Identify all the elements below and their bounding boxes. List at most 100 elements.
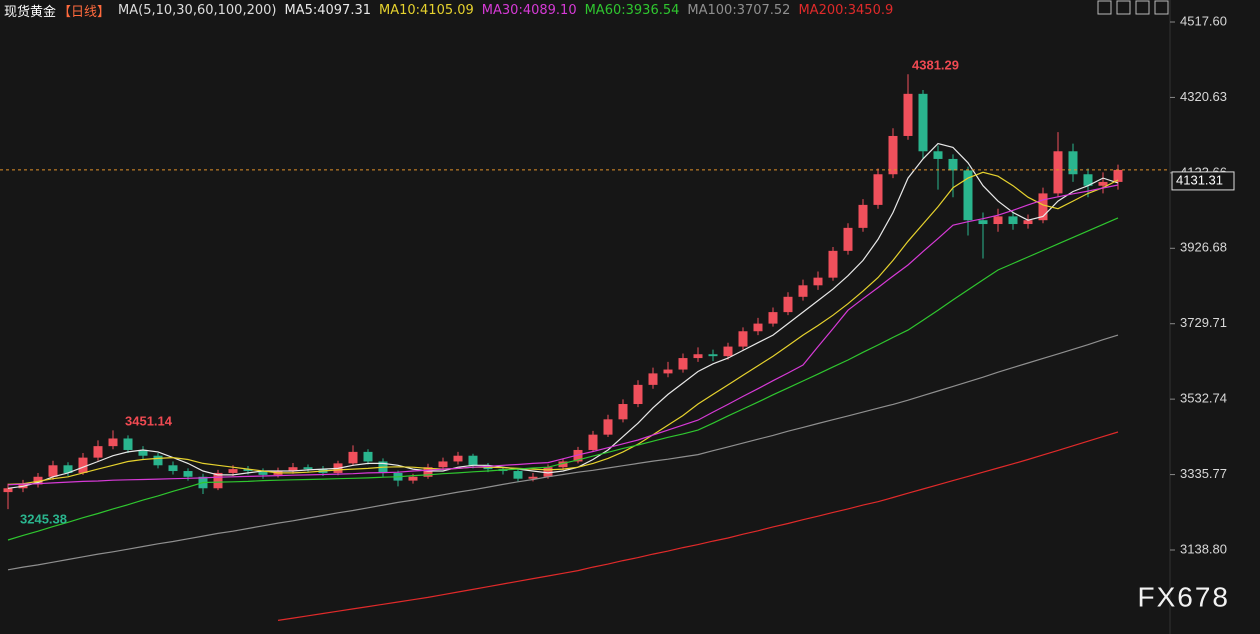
legend-entry: MA10:4105.09	[379, 2, 474, 18]
candle-body	[3, 488, 13, 493]
y-tick-label: 4320.63	[1180, 89, 1227, 104]
legend-entry: MA60:3936.54	[584, 2, 680, 18]
annotation: 3245.38	[20, 511, 67, 526]
candle-body	[1053, 151, 1063, 194]
candle-body	[1008, 216, 1018, 225]
candle-body	[138, 449, 148, 456]
candle-body	[993, 216, 1003, 225]
candle-body	[1068, 151, 1078, 175]
candle-body	[78, 457, 88, 473]
candle-body	[303, 467, 313, 470]
y-tick-label: 4517.60	[1180, 13, 1227, 28]
candle-body	[1023, 220, 1033, 225]
candle-body	[468, 455, 478, 466]
ma-line	[7, 142, 1119, 489]
y-tick-label: 3729.71	[1180, 315, 1227, 330]
symbol: 现货黄金	[4, 4, 57, 20]
ma-line	[7, 334, 1119, 571]
candle-body	[573, 449, 583, 462]
candle-body	[33, 476, 43, 485]
candle-body	[363, 451, 373, 462]
candle-body	[183, 471, 193, 477]
candle-body	[633, 384, 643, 405]
candle-body	[693, 354, 703, 359]
legend-entry: MA200:3450.9	[798, 2, 894, 18]
candle-body	[798, 285, 808, 297]
candle-body	[588, 434, 598, 450]
ma-line	[7, 217, 1119, 541]
candle-body	[648, 373, 658, 385]
candle-body	[168, 465, 178, 472]
candle-body	[213, 472, 223, 489]
candle-body	[408, 476, 418, 481]
candle-body	[888, 135, 898, 175]
candle-body	[1083, 174, 1093, 186]
ma-line	[277, 431, 1119, 621]
candle-body	[513, 471, 523, 479]
candle-body	[288, 467, 298, 472]
candle-body	[63, 465, 73, 473]
candle-body	[948, 158, 958, 171]
candle-body	[828, 250, 838, 278]
current-price-box	[1171, 171, 1235, 191]
candle-body	[453, 455, 463, 462]
candle-body	[123, 438, 133, 450]
current-price-label: 4131.31	[1176, 172, 1223, 187]
period[interactable]: 【日线】	[58, 4, 111, 20]
y-tick-label: 3532.74	[1180, 391, 1227, 406]
candle-body	[348, 451, 358, 464]
candle-body	[618, 404, 628, 420]
y-tick-label: 3335.77	[1180, 466, 1227, 481]
candle-body	[438, 461, 448, 468]
candle-body	[603, 419, 613, 435]
annotation: 4381.29	[912, 57, 959, 72]
icon[interactable]	[1097, 0, 1112, 15]
candle-body	[678, 358, 688, 370]
candle-body	[918, 93, 928, 152]
candle-body	[978, 220, 988, 225]
candles	[3, 74, 1123, 510]
candle-body	[228, 469, 238, 473]
candle-body	[708, 354, 718, 357]
candle-body	[903, 93, 913, 136]
candle-body	[663, 369, 673, 374]
candle-body	[753, 323, 763, 332]
candle-body	[783, 296, 793, 313]
candle-body	[558, 461, 568, 468]
watermark: FX678	[1138, 581, 1231, 612]
ma-label: MA(5,10,30,60,100,200)	[118, 2, 277, 18]
candle-body	[153, 455, 163, 466]
candle-body	[108, 438, 118, 447]
candle-body	[813, 277, 823, 286]
y-tick-label: 3138.80	[1180, 541, 1227, 556]
candle-body	[258, 471, 268, 475]
candle-body	[1038, 193, 1048, 221]
candle-body	[933, 151, 943, 159]
candle-body	[1098, 181, 1108, 186]
y-tick-label: 3926.68	[1180, 240, 1227, 255]
candle-body	[768, 312, 778, 324]
ma-line	[7, 171, 1119, 485]
header: 现货黄金 【日线】 MA(5,10,30,60,100,200) MA5:409…	[4, 1, 894, 20]
candle-body	[738, 331, 748, 347]
candle-body	[243, 469, 253, 472]
toolbar-icons[interactable]	[1097, 0, 1169, 15]
candle-body	[543, 467, 553, 477]
ma-line	[7, 184, 1119, 486]
candle-body	[528, 476, 538, 479]
candle-body	[858, 204, 868, 228]
legend-entry: MA100:3707.52	[687, 2, 791, 18]
legend-entry: MA5:4097.31	[284, 2, 371, 18]
icon[interactable]	[1135, 0, 1150, 15]
candle-body	[873, 174, 883, 205]
candle-body	[48, 465, 58, 477]
annotation: 3451.14	[125, 413, 173, 428]
legend-entry: MA30:4089.10	[481, 2, 577, 18]
icon[interactable]	[1116, 0, 1131, 15]
candle-body	[1113, 169, 1123, 182]
candle-body	[723, 346, 733, 357]
icon[interactable]	[1154, 0, 1169, 15]
candle-body	[423, 467, 433, 477]
